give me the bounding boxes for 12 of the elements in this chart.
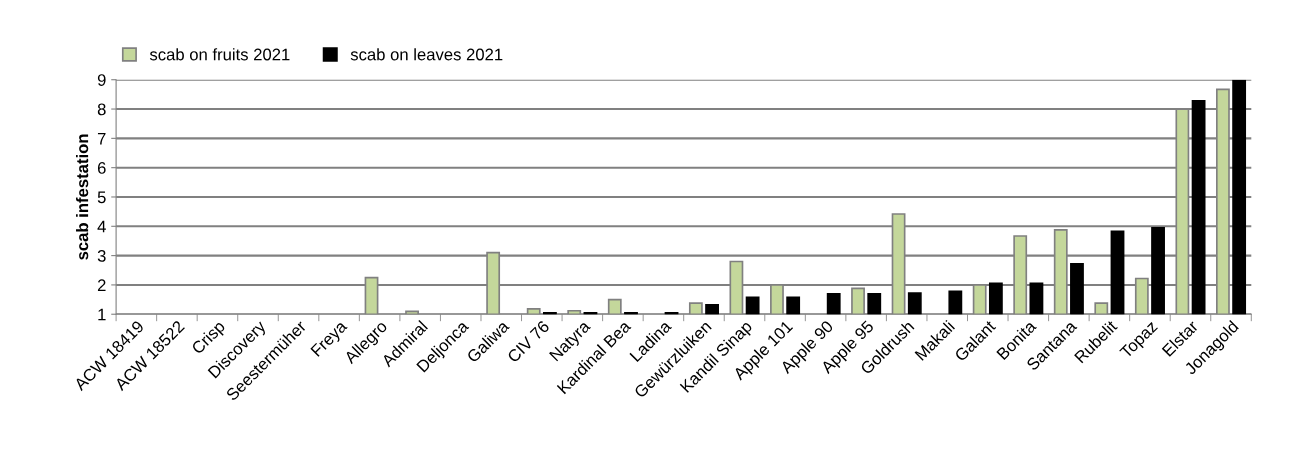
y-tick-label: 6 xyxy=(97,162,106,174)
y-tick-label: 7 xyxy=(97,132,106,145)
y-tick-label: 9 xyxy=(97,74,106,86)
y-tick-label: 8 xyxy=(97,103,106,116)
legend-label: scab on leaves 2021 xyxy=(350,48,503,61)
y-tick-label: 5 xyxy=(97,191,106,204)
y-tick-label: 3 xyxy=(97,250,106,262)
y-axis-title: scab infestation xyxy=(76,134,89,260)
y-tick-label: 2 xyxy=(97,279,106,291)
y-tick-label: 1 xyxy=(98,308,106,321)
legend-label: scab on fruits 2021 xyxy=(149,48,290,61)
y-tick-label: 4 xyxy=(97,220,106,233)
